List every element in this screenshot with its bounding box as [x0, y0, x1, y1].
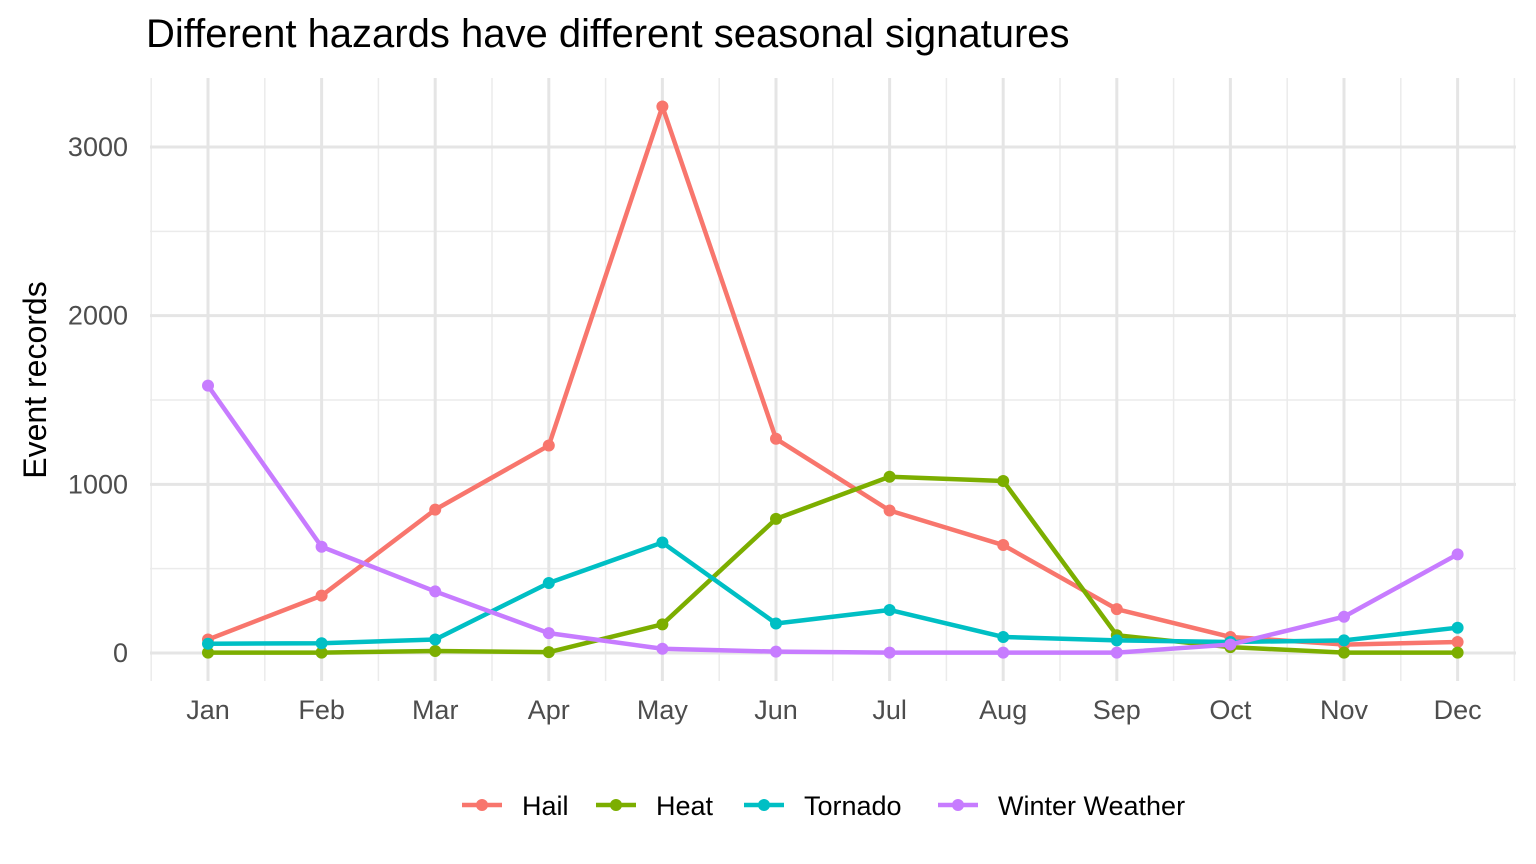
- data-point: [315, 646, 328, 659]
- x-tick-label: Oct: [1209, 695, 1252, 725]
- y-tick-label: 3000: [68, 132, 128, 162]
- legend-label: Heat: [656, 791, 714, 821]
- series-line: [206, 384, 1459, 655]
- x-tick-label: Jan: [186, 695, 230, 725]
- legend-item-heat: Heat: [596, 791, 714, 821]
- data-point: [1338, 610, 1350, 623]
- data-point: [315, 540, 328, 553]
- data-point: [202, 379, 214, 392]
- data-point: [1451, 646, 1464, 659]
- data-point: [1451, 636, 1464, 649]
- x-tick-label: Aug: [979, 695, 1027, 725]
- data-point: [1110, 646, 1123, 659]
- data-point: [770, 645, 782, 658]
- data-point: [883, 603, 896, 616]
- legend-key-point: [610, 799, 622, 811]
- legend-label: Hail: [522, 791, 569, 821]
- chart-title: Different hazards have different seasona…: [146, 12, 1070, 56]
- data-point: [1451, 621, 1464, 634]
- data-point: [429, 585, 442, 598]
- data-point: [542, 439, 555, 452]
- data-point: [997, 474, 1010, 487]
- legend-key-point: [758, 799, 770, 811]
- legend-label: Tornado: [804, 791, 902, 821]
- x-tick-label: Mar: [412, 695, 459, 725]
- data-point: [542, 646, 555, 659]
- data-point: [883, 504, 896, 517]
- data-point: [315, 589, 328, 602]
- x-tick-label: Jul: [872, 695, 907, 725]
- legend-item-tornado: Tornado: [744, 791, 902, 821]
- series-winter-weather: [202, 379, 1464, 659]
- axes: Event records 0 1000 2000 3000 Jan Feb Mar Apr M…: [17, 132, 1482, 725]
- legend: Hail Heat Tornado Winter Weather: [462, 791, 1185, 821]
- x-tick-label: Feb: [298, 695, 345, 725]
- data-point: [656, 536, 669, 549]
- series: [202, 100, 1464, 659]
- grid: [150, 78, 1516, 681]
- data-point: [1224, 638, 1237, 651]
- x-tick-label: Nov: [1320, 695, 1369, 725]
- data-point: [883, 646, 896, 659]
- x-tick-label: Apr: [528, 695, 570, 725]
- data-point: [1451, 548, 1464, 561]
- legend-key-point: [476, 799, 488, 811]
- x-tick-label: Sep: [1093, 695, 1141, 725]
- y-tick-label: 0: [113, 638, 128, 668]
- data-point: [997, 646, 1010, 659]
- data-point: [1110, 634, 1123, 647]
- x-tick-label: Jun: [754, 695, 798, 725]
- data-point: [429, 503, 442, 516]
- legend-label: Winter Weather: [998, 791, 1185, 821]
- data-point: [202, 637, 214, 650]
- x-tick-label: Dec: [1434, 695, 1482, 725]
- data-point: [1110, 603, 1123, 616]
- data-point: [1338, 634, 1350, 647]
- data-point: [315, 637, 328, 650]
- data-point: [429, 644, 442, 657]
- data-point: [656, 642, 669, 655]
- legend-key-point: [952, 799, 964, 811]
- data-point: [997, 539, 1010, 552]
- legend-item-hail: Hail: [462, 791, 569, 821]
- data-point: [542, 577, 555, 590]
- data-point: [770, 617, 782, 630]
- series-line: [208, 474, 1458, 655]
- data-point: [883, 470, 896, 483]
- y-axis-title: Event records: [17, 281, 53, 478]
- y-tick-label: 1000: [68, 469, 128, 499]
- data-point: [656, 618, 669, 631]
- data-point: [202, 646, 214, 659]
- data-point: [542, 627, 555, 640]
- data-point: [770, 512, 782, 525]
- data-point: [770, 432, 782, 445]
- data-point: [656, 100, 669, 113]
- y-tick-label: 2000: [68, 301, 128, 331]
- x-tick-label: May: [637, 695, 689, 725]
- legend-item-winter-weather: Winter Weather: [938, 791, 1185, 821]
- data-point: [429, 633, 442, 646]
- data-point: [997, 630, 1010, 643]
- data-point: [1338, 646, 1350, 659]
